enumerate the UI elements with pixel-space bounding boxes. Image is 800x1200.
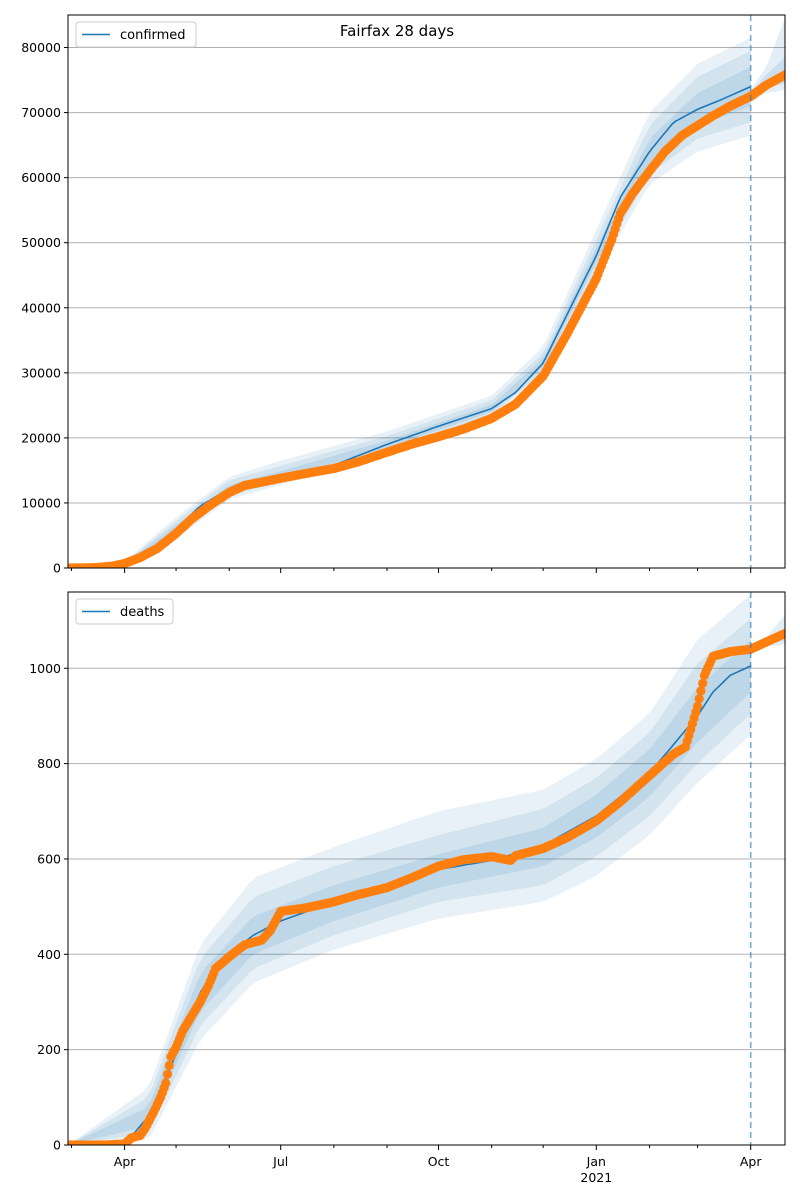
- deaths-observed-point: [692, 701, 703, 712]
- confirmed-credible-band: [68, 37, 751, 568]
- confirmed-y-tick-label: 10000: [21, 495, 61, 510]
- deaths-y-tick-label: 1000: [29, 661, 61, 676]
- confirmed-y-tick-label: 20000: [21, 430, 61, 445]
- deaths-axes-frame: [67, 591, 786, 1146]
- confirmed-y-tick-label: 80000: [21, 40, 61, 55]
- deaths-y-tick-label: 200: [37, 1042, 61, 1057]
- deaths-panel: 0 200 400 600 800 1000 Apr Jul Oct Jan Apr 2021 deat…: [29, 591, 786, 1185]
- deaths-legend-box: [75, 598, 174, 625]
- confirmed-plot-area: [68, 18, 785, 568]
- x-tick-label: Oct: [428, 1154, 450, 1169]
- confirmed-y-tick-label: 50000: [21, 235, 61, 250]
- deaths-observed-point: [696, 686, 706, 696]
- deaths-observed-point: [162, 1069, 173, 1079]
- x-year-label: 2021: [580, 1170, 612, 1185]
- deaths-y-tick-label: 0: [53, 1138, 61, 1153]
- x-tick-label: Jan: [586, 1154, 606, 1169]
- confirmed-axes-frame: [67, 14, 786, 569]
- deaths-observed-points: [68, 628, 785, 1145]
- confirmed-credible-band: [68, 50, 751, 568]
- confirmed-legend-label: confirmed: [120, 28, 186, 43]
- x-tick-label: Apr: [114, 1154, 136, 1169]
- figure-title: Fairfax 28 days: [340, 22, 454, 40]
- deaths-observed-point: [780, 628, 785, 639]
- confirmed-legend: confirmed: [75, 21, 197, 48]
- deaths-y-tick-label: 800: [37, 756, 61, 771]
- deaths-observed-point: [698, 678, 708, 688]
- confirmed-panel: 0 10000 20000 30000 40000 50000 60000 70000 8000…: [21, 14, 786, 576]
- confirmed-observed-point: [780, 70, 785, 80]
- confirmed-y-tick-label: 70000: [21, 105, 61, 120]
- confirmed-y-tick-label: 30000: [21, 365, 61, 380]
- deaths-credible-band: [68, 594, 751, 1145]
- deaths-y-tick-label: 400: [37, 947, 61, 962]
- deaths-y-tick-label: 600: [37, 851, 61, 866]
- deaths-plot-area: [68, 594, 785, 1145]
- confirmed-legend-box: [75, 21, 197, 48]
- deaths-observed-point: [694, 694, 704, 704]
- confirmed-y-tick-label: 40000: [21, 300, 61, 315]
- x-tick-label: Jul: [272, 1154, 288, 1169]
- deaths-legend: deaths: [75, 598, 174, 625]
- x-tick-label: Apr: [740, 1154, 762, 1169]
- deaths-credible-band: [68, 639, 751, 1145]
- confirmed-observed-points: [68, 70, 785, 568]
- confirmed-y-tick-label: 0: [53, 561, 61, 576]
- deaths-legend-label: deaths: [120, 605, 165, 620]
- deaths-observed-point: [164, 1060, 174, 1071]
- confirmed-y-tick-label: 60000: [21, 170, 61, 185]
- deaths-observed-point: [161, 1078, 171, 1088]
